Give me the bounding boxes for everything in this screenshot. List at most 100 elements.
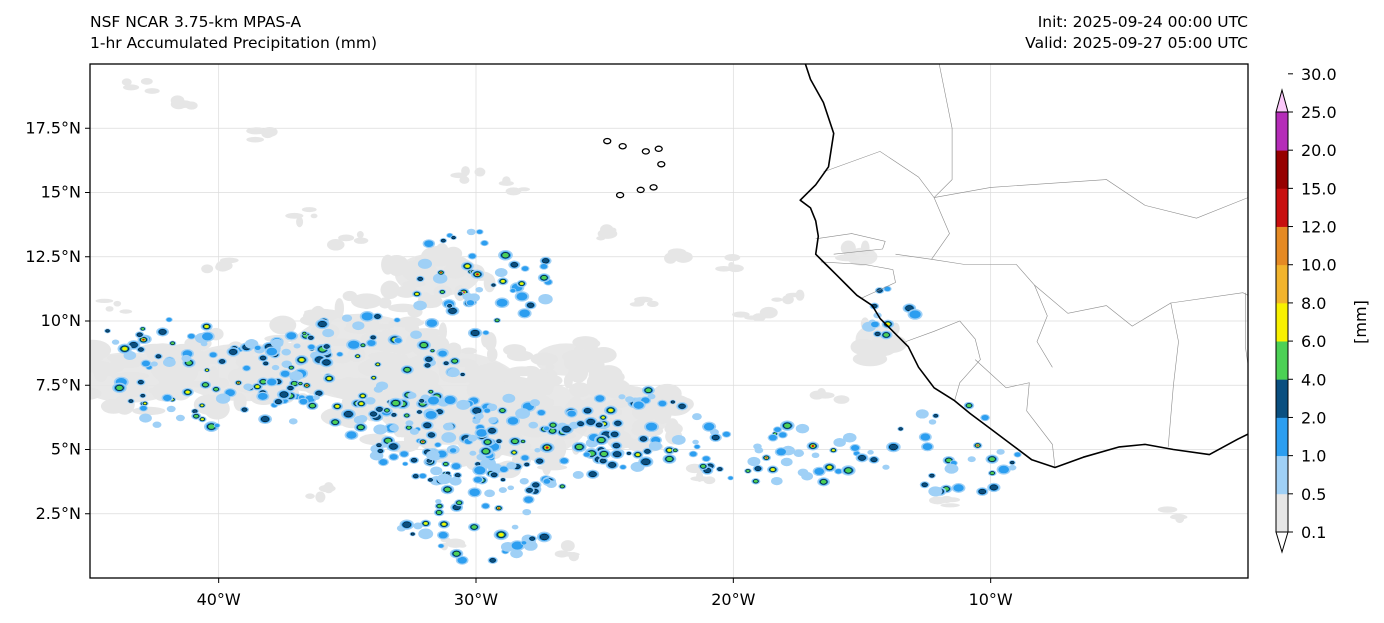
light-rain-patch [732,311,750,318]
rain-cell [432,273,448,284]
light-rain-patch [868,336,898,357]
rain-cell-core [451,236,456,240]
rain-cell-core [463,291,465,293]
rain-cell [365,397,376,405]
rain-cell-core [542,258,550,264]
rain-cell-core [588,471,597,478]
rain-cell-core [1014,452,1021,457]
light-rain-patch [121,78,132,86]
light-rain-patch [443,263,467,279]
light-rain-patch [545,398,555,407]
light-rain-patch [474,167,486,177]
rain-cell-core [192,409,198,414]
rain-cell-core [385,409,389,412]
light-rain-patch [597,228,618,239]
country-border [974,359,1056,468]
light-rain-patch [90,400,91,405]
rain-cell-core [420,342,427,348]
rain-cell-core [667,448,672,452]
light-rain-patch [560,552,580,557]
rain-cell [442,422,454,431]
rain-cell-core [137,380,144,385]
rain-cell [162,357,176,367]
island [615,191,625,199]
rain-cell-core [510,262,518,268]
rain-cell-core [702,456,710,462]
rain-cell [215,393,231,404]
rain-cell-core [539,533,549,541]
rain-cell-core [267,378,277,386]
rain-cell [647,393,656,400]
light-rain-patch [201,264,214,274]
rain-cell-core [529,536,536,541]
init-time: Init: 2025-09-24 00:00 UTC [1037,13,1248,31]
rain-cell-core [620,465,626,470]
light-rain-patch [113,300,122,307]
rain-cell [506,461,517,470]
light-rain-patch [158,369,186,388]
rain-cell [692,439,699,445]
light-rain-patch [564,355,581,371]
rain-cell-core [458,292,463,296]
rain-cell-core [521,266,529,271]
rain-cell-core [460,372,465,376]
rain-cell-core [583,408,592,414]
rain-cell [288,418,298,425]
light-rain-patch [308,361,322,379]
light-rain-patch [446,342,462,358]
rain-cell-core [241,407,248,412]
rain-cell-core [583,452,590,457]
rain-cell-core [171,342,175,345]
rain-cell [375,381,389,391]
rain-cell [312,394,320,400]
light-rain-patch [860,240,870,255]
light-rain-patch [646,300,659,307]
colorbar-segment [1276,417,1288,457]
rain-cell-core [512,439,518,444]
rain-cell-core [496,298,508,307]
light-rain-patch [381,329,399,336]
light-rain-patch [388,303,418,313]
rain-cell-core [260,416,270,423]
rain-cell-core [527,302,535,308]
rain-cell-core [372,376,375,379]
island [641,148,650,155]
rain-cell-core [346,431,357,439]
field-name: 1-hr Accumulated Precipitation (mm) [90,34,377,52]
light-rain-patch [486,347,498,362]
colorbar-segment [1276,302,1288,342]
rain-cell-core [229,349,238,355]
rain-cell-core [128,399,134,403]
rain-cell [466,228,476,236]
rain-cell-core [981,415,989,421]
rain-cell [413,522,423,530]
country-border [934,179,1248,219]
rain-cell [771,476,783,486]
rain-cell-core [308,344,315,350]
rain-cell-core [641,458,651,466]
rain-cell-core [392,400,399,406]
rain-cell-core [449,448,457,453]
rain-cell [928,486,943,497]
island [603,137,612,145]
rain-cell-core [237,382,240,384]
rain-cell-core [598,437,605,443]
rain-cell [510,549,523,559]
lat-tick-label: 17.5°N [25,118,81,137]
rain-cell-core [438,544,444,548]
rain-cell-core [524,496,534,503]
rain-cell-core [586,418,595,425]
rain-cell [467,434,478,442]
rain-cell-core [424,240,434,247]
rain-cell-core [768,434,777,441]
rain-cell-core [255,385,260,388]
rain-cell-core [158,329,167,335]
rain-cell [407,392,417,399]
rain-cell-core [549,429,556,433]
light-rain-patch [481,330,492,348]
colorbar-level-label: 12.0 [1301,218,1337,237]
light-rain-patch [634,296,653,303]
rain-cell-core [1010,460,1015,465]
rain-cell-core [457,556,467,564]
light-rain-patch [724,253,741,262]
